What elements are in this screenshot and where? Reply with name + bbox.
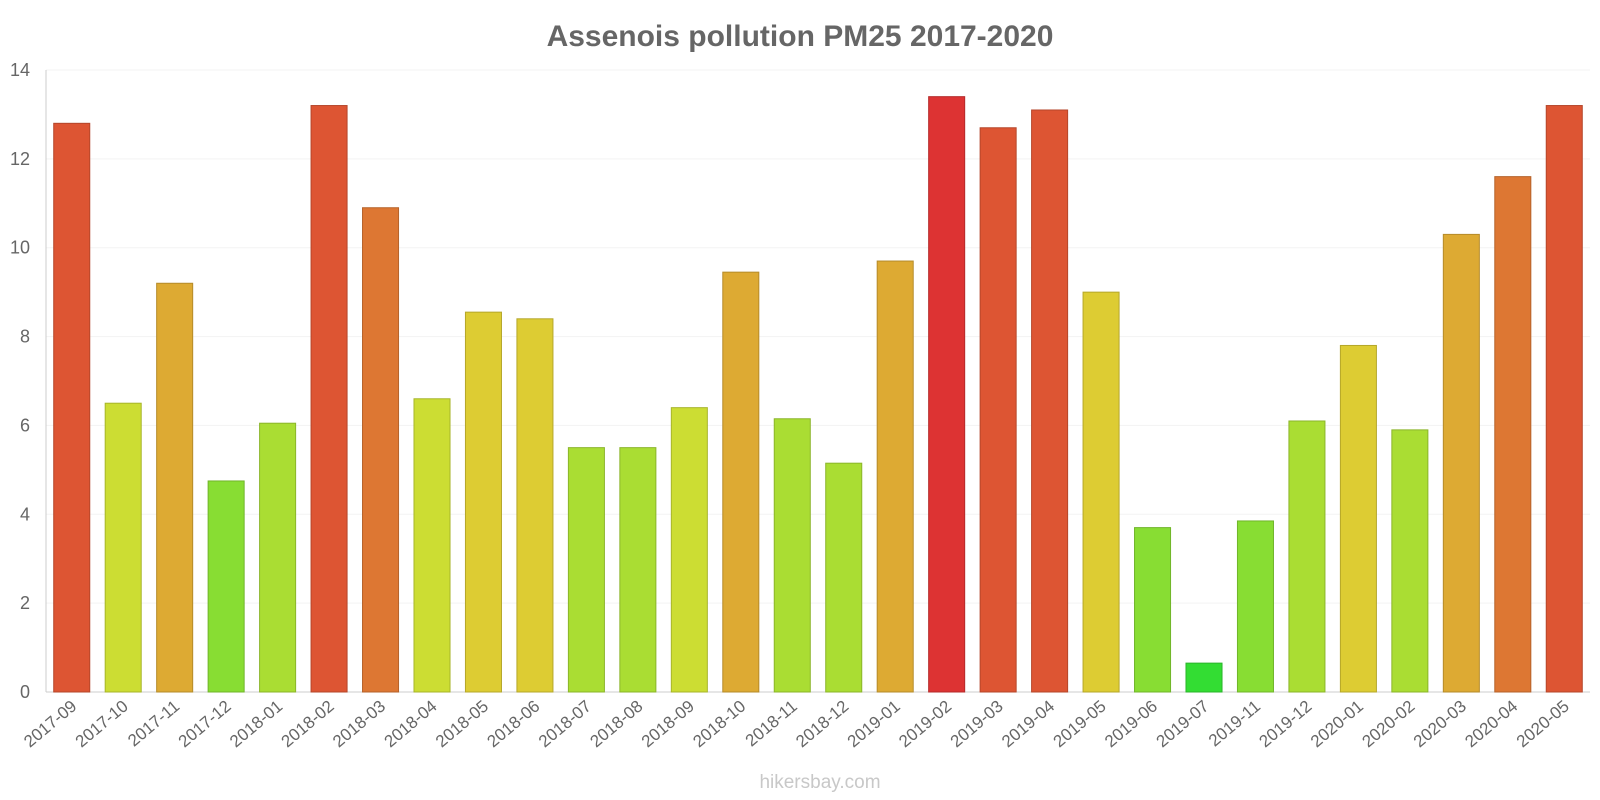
x-tick-label: 2019-01 xyxy=(844,697,904,752)
bar-2018-02[interactable] xyxy=(310,105,348,693)
bar-2017-10[interactable] xyxy=(104,402,142,693)
x-tick-label: 2017-11 xyxy=(124,697,183,751)
x-tick-label: 2020-04 xyxy=(1461,697,1521,752)
bar-2019-07[interactable] xyxy=(1185,662,1223,693)
y-tick-label: 10 xyxy=(10,238,30,258)
x-tick-labels: 2017-092017-102017-112017-122018-012018-… xyxy=(20,697,1573,752)
x-tick-label: 2018-05 xyxy=(432,697,492,752)
x-tick-label: 2019-07 xyxy=(1153,697,1213,752)
bar-2019-04[interactable] xyxy=(1031,109,1069,693)
y-tick-label: 8 xyxy=(20,327,30,347)
y-tick-label: 14 xyxy=(10,60,30,80)
x-tick-label: 2019-02 xyxy=(895,697,955,752)
bar-2019-02[interactable] xyxy=(928,96,966,693)
bar-2020-02[interactable] xyxy=(1391,429,1429,693)
x-tick-label: 2018-07 xyxy=(535,697,595,752)
x-tick-label: 2018-04 xyxy=(381,697,441,752)
bar-2019-06[interactable] xyxy=(1134,527,1172,693)
chart-title: Assenois pollution PM25 2017-2020 xyxy=(547,20,1054,53)
bar-2018-06[interactable] xyxy=(516,318,554,693)
bar-2020-05[interactable] xyxy=(1545,105,1583,693)
x-tick-label: 2018-08 xyxy=(586,697,646,752)
x-tick-label: 2019-03 xyxy=(947,697,1007,752)
x-tick-label: 2019-04 xyxy=(998,697,1058,752)
bar-2018-07[interactable] xyxy=(567,447,605,693)
x-tick-label: 2019-12 xyxy=(1255,697,1315,752)
x-tick-label: 2018-12 xyxy=(792,697,852,752)
bar-2018-03[interactable] xyxy=(362,207,400,693)
bars xyxy=(53,96,1583,693)
bar-2019-03[interactable] xyxy=(979,127,1017,693)
y-tick-label: 6 xyxy=(20,415,30,435)
bar-2020-01[interactable] xyxy=(1339,344,1377,693)
bar-2020-04[interactable] xyxy=(1494,176,1532,693)
bar-2020-03[interactable] xyxy=(1442,233,1480,693)
y-tick-label: 0 xyxy=(20,682,30,702)
bar-2018-09[interactable] xyxy=(670,407,708,693)
x-tick-label: 2018-01 xyxy=(226,697,286,752)
x-tick-label: 2019-05 xyxy=(1050,697,1110,752)
x-tick-label: 2020-02 xyxy=(1358,697,1418,752)
x-tick-label: 2017-10 xyxy=(72,697,132,752)
source-credit[interactable]: hikersbay.com xyxy=(759,772,880,793)
y-tick-labels: 0 2 4 6 8 10 12 14 xyxy=(10,60,30,702)
bar-2018-05[interactable] xyxy=(464,311,502,693)
bar-2018-08[interactable] xyxy=(619,447,657,693)
bar-2018-11[interactable] xyxy=(773,418,811,693)
grid-lines xyxy=(46,69,1590,604)
bar-2019-12[interactable] xyxy=(1288,420,1326,693)
bar-2018-12[interactable] xyxy=(825,462,863,693)
x-tick-label: 2018-10 xyxy=(689,697,749,752)
x-tick-label: 2017-12 xyxy=(175,697,235,752)
bar-2018-01[interactable] xyxy=(259,422,297,693)
bar-2018-10[interactable] xyxy=(722,271,760,693)
x-tick-label: 2019-11 xyxy=(1205,697,1264,751)
x-tick-label: 2020-01 xyxy=(1307,697,1367,752)
x-tick-label: 2017-09 xyxy=(20,697,80,752)
bar-2019-11[interactable] xyxy=(1236,520,1274,693)
x-tick-label: 2018-03 xyxy=(329,697,389,752)
bar-2017-09[interactable] xyxy=(53,122,91,693)
y-tick-label: 4 xyxy=(20,504,30,524)
x-tick-label: 2019-06 xyxy=(1101,697,1161,752)
axes xyxy=(45,70,1590,693)
bar-2019-01[interactable] xyxy=(876,260,914,693)
bar-2019-05[interactable] xyxy=(1082,291,1120,693)
bar-2017-11[interactable] xyxy=(156,282,194,693)
y-tick-label: 12 xyxy=(10,149,30,169)
x-tick-label: 2020-05 xyxy=(1513,697,1573,752)
x-tick-label: 2018-06 xyxy=(483,697,543,752)
y-tick-label: 2 xyxy=(20,593,30,613)
bar-2018-04[interactable] xyxy=(413,398,451,693)
x-tick-label: 2018-11 xyxy=(742,697,801,751)
x-tick-label: 2018-02 xyxy=(278,697,338,752)
bar-2017-12[interactable] xyxy=(207,480,245,693)
x-tick-label: 2018-09 xyxy=(638,697,698,752)
x-tick-label: 2020-03 xyxy=(1410,697,1470,752)
